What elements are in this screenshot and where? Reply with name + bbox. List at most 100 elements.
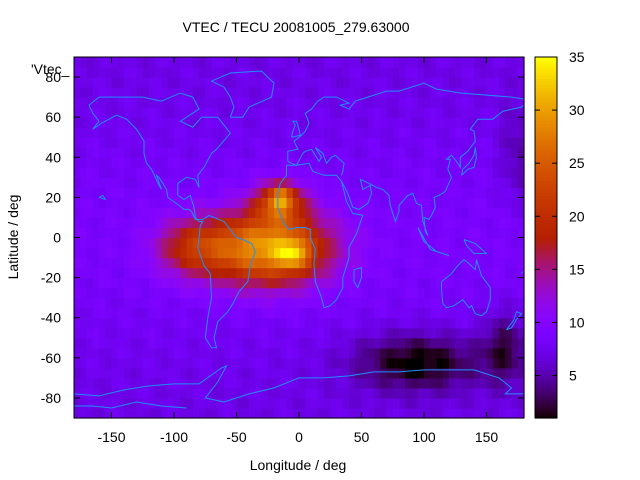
heatmap-cell	[467, 287, 475, 299]
heatmap-cell	[249, 57, 256, 68]
colorbar-segment	[535, 183, 557, 187]
heatmap-cell	[149, 357, 156, 369]
heatmap-cell	[155, 147, 163, 158]
heatmap-cell	[299, 337, 306, 349]
heatmap-cell	[511, 217, 519, 229]
heatmap-cell	[149, 187, 156, 198]
heatmap-cell	[511, 347, 519, 359]
heatmap-cell	[149, 307, 156, 319]
heatmap-cell	[436, 217, 444, 229]
heatmap-cell	[186, 137, 194, 148]
heatmap-cell	[480, 347, 488, 359]
heatmap-cell	[367, 107, 375, 118]
heatmap-cell	[286, 207, 294, 219]
heatmap-cell	[474, 217, 481, 229]
heatmap-cell	[274, 117, 281, 128]
heatmap-cell	[180, 57, 188, 68]
heatmap-cell	[511, 147, 519, 158]
heatmap-cell	[255, 377, 263, 389]
heatmap-cell	[430, 117, 438, 128]
heatmap-cell	[105, 357, 113, 369]
heatmap-cell	[474, 307, 481, 319]
heatmap-cell	[336, 57, 344, 68]
heatmap-cell	[317, 97, 325, 108]
heatmap-cell	[399, 237, 406, 249]
heatmap-cell	[136, 397, 144, 409]
heatmap-cell	[117, 157, 125, 168]
heatmap-cell	[467, 57, 475, 68]
chart-title: VTEC / TECU 20081005_279.63000	[182, 19, 409, 35]
heatmap-cell	[286, 127, 294, 138]
heatmap-cell	[155, 407, 163, 419]
heatmap-cell	[280, 377, 288, 389]
heatmap-cell	[174, 177, 181, 188]
heatmap-cell	[274, 237, 281, 249]
heatmap-cell	[292, 147, 300, 158]
heatmap-cell	[92, 117, 100, 128]
heatmap-cell	[424, 247, 431, 259]
heatmap-cell	[367, 297, 375, 309]
heatmap-cell	[80, 117, 88, 128]
colorbar-segment	[535, 180, 557, 184]
heatmap-cell	[517, 237, 525, 249]
heatmap-cell	[180, 107, 188, 118]
heatmap-cell	[236, 287, 244, 299]
heatmap-cell	[149, 277, 156, 289]
heatmap-cell	[167, 117, 175, 128]
heatmap-cell	[192, 247, 200, 259]
heatmap-cell	[236, 337, 244, 349]
heatmap-cell	[336, 217, 344, 229]
heatmap-cell	[436, 177, 444, 188]
heatmap-cell	[230, 367, 238, 379]
heatmap-cell	[436, 317, 444, 329]
heatmap-cell	[317, 387, 325, 399]
heatmap-cell	[111, 137, 119, 148]
heatmap-cell	[99, 377, 106, 389]
heatmap-cell	[324, 267, 331, 279]
heatmap-cell	[386, 117, 394, 128]
heatmap-cell	[330, 287, 338, 299]
heatmap-cell	[80, 127, 88, 138]
heatmap-cell	[361, 107, 369, 118]
heatmap-cell	[236, 57, 244, 68]
heatmap-cell	[361, 337, 369, 349]
heatmap-cell	[405, 107, 413, 118]
heatmap-cell	[330, 317, 338, 329]
heatmap-cell	[411, 177, 419, 188]
heatmap-cell	[392, 177, 400, 188]
heatmap-cell	[205, 177, 213, 188]
heatmap-cell	[205, 197, 213, 209]
heatmap-cell	[367, 137, 375, 148]
heatmap-cell	[105, 217, 113, 229]
colorbar-segment	[535, 336, 557, 341]
colorbar-segment	[535, 66, 557, 70]
heatmap-cell	[86, 347, 94, 359]
heatmap-cell	[155, 157, 163, 168]
heatmap-cell	[480, 397, 488, 409]
colorbar-segment	[535, 177, 557, 181]
heatmap-cell	[324, 197, 331, 209]
heatmap-cell	[336, 87, 344, 98]
heatmap-cell	[286, 267, 294, 279]
heatmap-cell	[180, 327, 188, 339]
colorbar-segment	[535, 117, 557, 121]
heatmap-cell	[311, 377, 319, 389]
heatmap-cell	[399, 267, 406, 279]
heatmap-cell	[261, 57, 269, 68]
heatmap-cell	[449, 177, 456, 188]
heatmap-cell	[174, 327, 181, 339]
heatmap-cell	[430, 167, 438, 178]
heatmap-cell	[499, 397, 506, 409]
heatmap-cell	[99, 327, 106, 339]
heatmap-cell	[174, 217, 181, 229]
heatmap-cell	[167, 377, 175, 389]
heatmap-cell	[249, 327, 256, 339]
heatmap-cell	[192, 157, 200, 168]
heatmap-cell	[517, 307, 525, 319]
heatmap-cell	[192, 227, 200, 239]
heatmap-cell	[330, 167, 338, 178]
heatmap-cell	[374, 337, 381, 349]
heatmap-cell	[286, 367, 294, 379]
heatmap-cell	[86, 217, 94, 229]
heatmap-cell	[374, 357, 381, 369]
